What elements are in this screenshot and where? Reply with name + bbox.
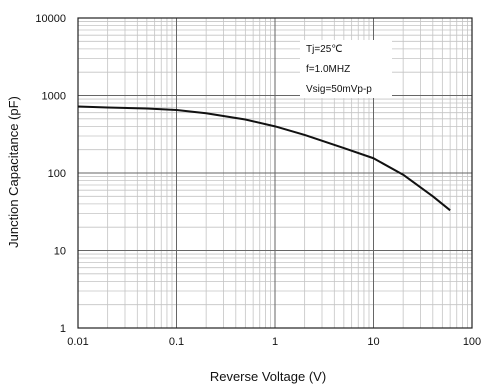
y-tick-label: 10: [54, 246, 66, 258]
y-tick-label: 10000: [35, 13, 66, 25]
y-tick-label: 100: [48, 168, 66, 180]
x-tick-label: 10: [367, 336, 379, 348]
annotation-frequency: f=1.0MHZ: [306, 64, 350, 75]
x-tick-label: 100: [463, 336, 481, 348]
conditions-annotation: Tj=25℃ f=1.0MHZ Vsig=50mVp-p: [300, 40, 392, 98]
x-tick-label: 1: [272, 336, 278, 348]
y-axis-label: Junction Capacitance (pF): [6, 96, 21, 248]
annotation-background: [300, 40, 392, 98]
x-axis-label: Reverse Voltage (V): [210, 369, 326, 384]
capacitance-curve: [77, 105, 451, 212]
y-tick-labels: 1 10 100 1000 10000: [35, 13, 66, 335]
x-tick-label: 0.1: [169, 336, 184, 348]
y-tick-label: 1000: [42, 91, 66, 103]
curve-layer: [77, 105, 451, 212]
x-tick-labels: 0.01 0.1 1 10 100: [67, 336, 481, 348]
annotation-temperature: Tj=25℃: [306, 44, 343, 55]
plot-frame: [77, 17, 473, 329]
annotation-signal: Vsig=50mVp-p: [306, 84, 372, 95]
y-tick-label: 1: [60, 323, 66, 335]
x-tick-label: 0.01: [67, 336, 88, 348]
